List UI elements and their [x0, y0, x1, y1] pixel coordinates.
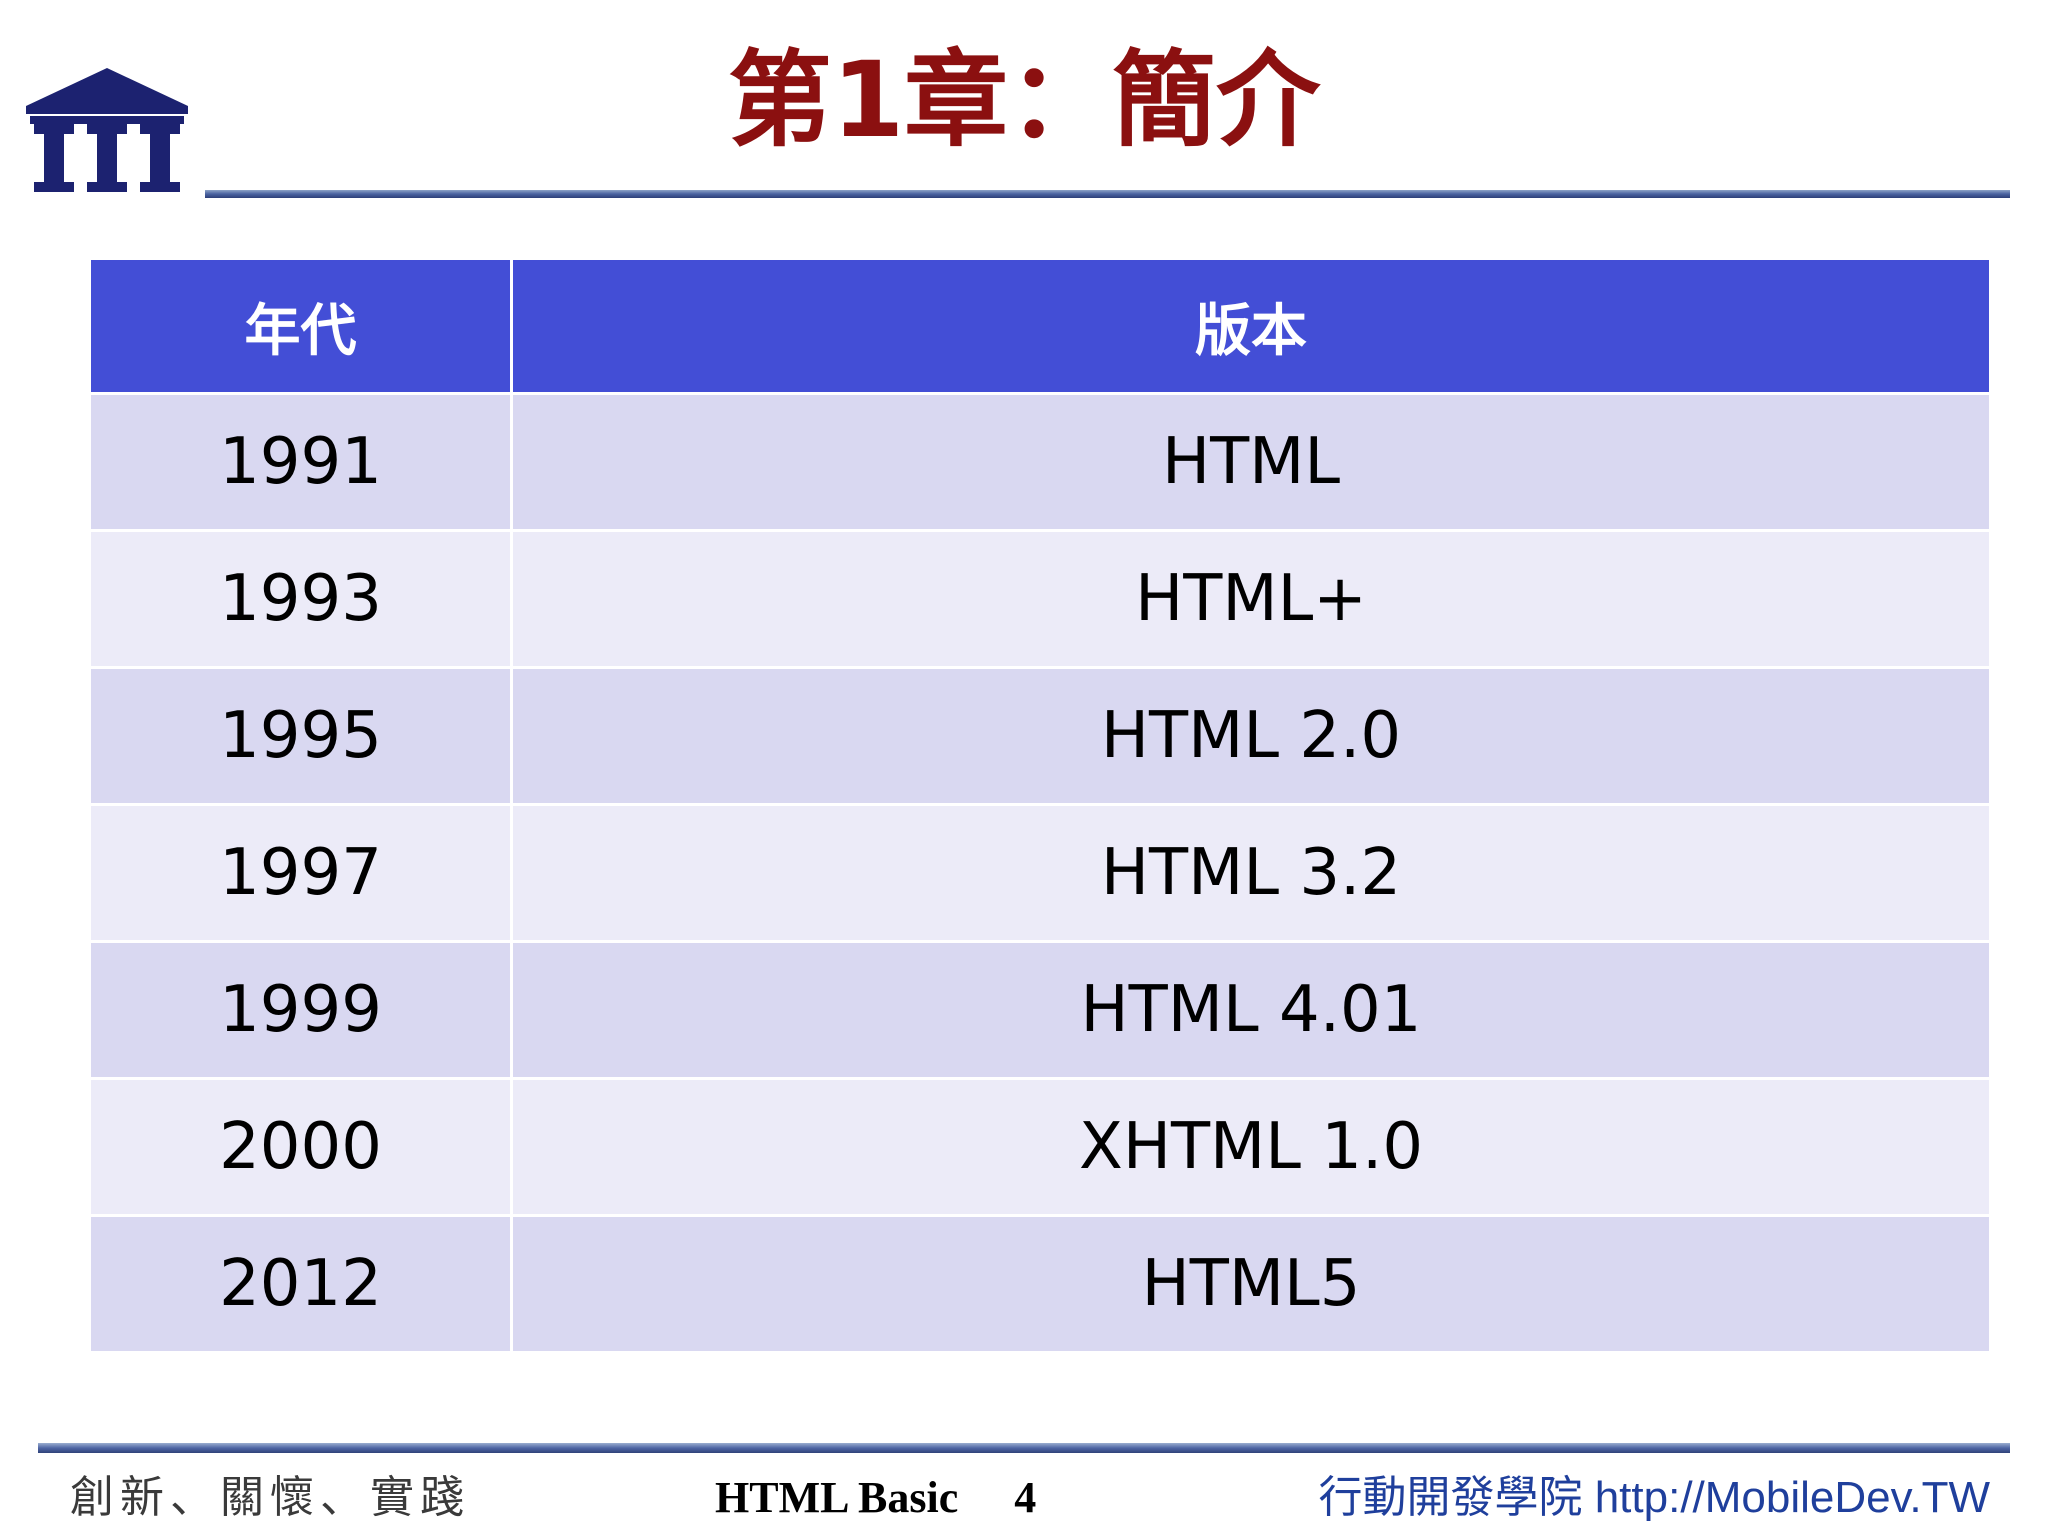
year-cell: 2000: [88, 1077, 513, 1217]
table-header-row: 年代 版本: [88, 257, 1992, 395]
table-row: 1991 HTML: [88, 392, 1992, 532]
table-row: 1997 HTML 3.2: [88, 803, 1992, 943]
table-row: 1999 HTML 4.01: [88, 940, 1992, 1080]
column-header-version: 版本: [510, 257, 1992, 395]
year-cell: 1997: [88, 803, 513, 943]
footer-motto: 創新、關懷、實踐: [70, 1472, 470, 1523]
footer-org-link: 行動開發學院 http://MobileDev.TW: [1318, 1473, 1990, 1522]
year-cell: 1999: [88, 940, 513, 1080]
version-cell: HTML5: [510, 1214, 1992, 1354]
footer-course: HTML Basic 4: [715, 1468, 1036, 1528]
footer-divider: [38, 1443, 2010, 1453]
version-cell: HTML: [510, 392, 1992, 532]
table-row: 1995 HTML 2.0: [88, 666, 1992, 806]
version-cell: HTML 4.01: [510, 940, 1992, 1080]
institute-logo-icon: [26, 68, 188, 192]
page-number: 4: [1014, 1473, 1037, 1522]
year-cell: 2012: [88, 1214, 513, 1354]
header-divider: [205, 190, 2010, 198]
slide-title: 第1章：簡介: [727, 39, 1321, 161]
course-name: HTML Basic: [715, 1473, 959, 1522]
table-row: 2012 HTML5: [88, 1214, 1992, 1354]
version-cell: HTML 2.0: [510, 666, 1992, 806]
version-cell: HTML 3.2: [510, 803, 1992, 943]
year-cell: 1993: [88, 529, 513, 669]
version-cell: HTML+: [510, 529, 1992, 669]
column-header-year: 年代: [88, 257, 513, 395]
html-versions-table: 年代 版本 1991 HTML 1993 HTML+ 1995 HTML 2.0…: [88, 257, 1992, 1354]
table-row: 1993 HTML+: [88, 529, 1992, 669]
year-cell: 1991: [88, 392, 513, 532]
table-row: 2000 XHTML 1.0: [88, 1077, 1992, 1217]
year-cell: 1995: [88, 666, 513, 806]
version-cell: XHTML 1.0: [510, 1077, 1992, 1217]
